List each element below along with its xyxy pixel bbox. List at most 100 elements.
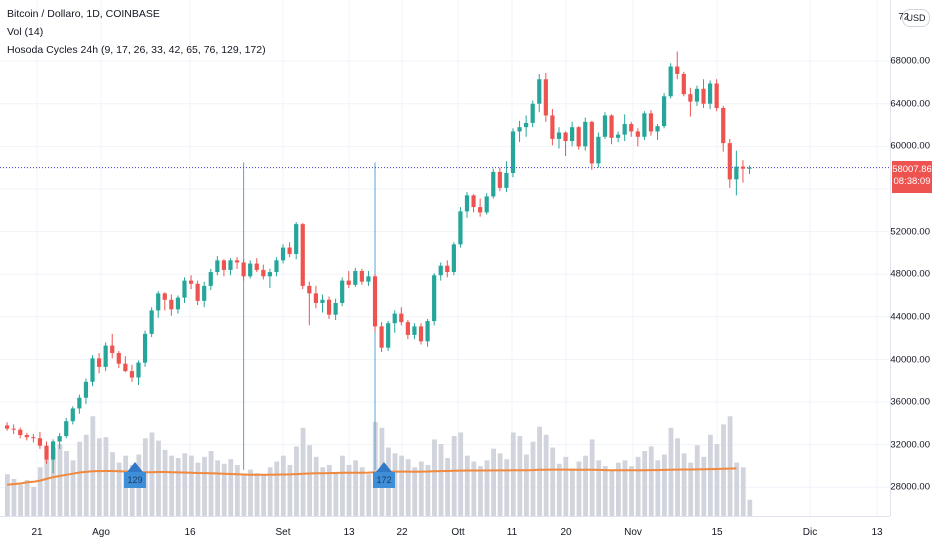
date-label: 22 bbox=[396, 527, 408, 538]
volume-bar bbox=[287, 464, 293, 516]
price-axis[interactable]: USD 72 68000.00 64000.00 60000.00 52000.… bbox=[890, 0, 932, 516]
volume-bar bbox=[484, 460, 490, 516]
time-axis[interactable]: 21 Ago 16 Set 13 22 Ott 11 20 Nov 15 Dic… bbox=[0, 516, 890, 551]
candle-body bbox=[707, 83, 713, 104]
legend-symbol[interactable]: Bitcoin / Dollaro, 1D, COINBASE bbox=[7, 8, 160, 20]
candle-body bbox=[18, 429, 23, 436]
candle-body bbox=[570, 127, 575, 142]
volume-bar bbox=[438, 444, 444, 516]
volume-bar bbox=[563, 456, 569, 516]
currency-button[interactable]: USD bbox=[902, 9, 930, 27]
candle-body bbox=[596, 136, 601, 164]
candle-body bbox=[248, 263, 253, 277]
volume-bar bbox=[425, 464, 431, 516]
chart-pane[interactable]: Bitcoin / Dollaro, 1D, COINBASE Vol (14)… bbox=[0, 0, 890, 516]
legend-hosoda-cycles[interactable]: Hosoda Cycles 24h (9, 17, 26, 33, 42, 65… bbox=[7, 44, 266, 56]
price-label: 68000.00 bbox=[890, 55, 930, 67]
candle-body bbox=[5, 425, 10, 429]
candle-body bbox=[287, 247, 292, 254]
candle-body bbox=[642, 113, 647, 137]
candle-body bbox=[524, 122, 529, 128]
hosoda-cycle-marker-172: 172 bbox=[373, 462, 395, 488]
cycle-marker-label: 172 bbox=[373, 472, 395, 488]
candle-body bbox=[70, 408, 75, 422]
volume-bar bbox=[116, 462, 122, 516]
price-label: 60000.00 bbox=[890, 140, 930, 152]
candle-body bbox=[359, 270, 364, 282]
bar-countdown: 08:38:09 bbox=[893, 176, 931, 187]
candle-body bbox=[366, 276, 371, 282]
candle-body bbox=[379, 326, 384, 348]
volume-bar bbox=[668, 427, 674, 516]
candle-body bbox=[195, 283, 200, 301]
candle-body bbox=[701, 88, 706, 104]
candle-body bbox=[550, 115, 555, 139]
candle-body bbox=[418, 326, 424, 342]
volume-bar bbox=[399, 455, 404, 516]
candle-body bbox=[149, 310, 154, 334]
volume-bar bbox=[392, 453, 398, 516]
volume-bar bbox=[478, 466, 483, 516]
volume-bar bbox=[655, 460, 661, 516]
volume-bar bbox=[215, 460, 221, 516]
volume-bar bbox=[340, 455, 345, 516]
volume-bar bbox=[622, 460, 628, 516]
candle-body bbox=[96, 358, 102, 367]
volume-bar bbox=[570, 468, 575, 516]
chart-canvas[interactable] bbox=[0, 0, 890, 516]
volume-bar bbox=[307, 445, 313, 516]
candle-body bbox=[83, 381, 89, 398]
candle-body bbox=[432, 275, 437, 322]
volume-bar bbox=[188, 455, 194, 516]
candle-body bbox=[353, 270, 358, 285]
volume-bar bbox=[524, 454, 529, 516]
volume-bar bbox=[740, 467, 746, 516]
candle-body bbox=[182, 280, 187, 298]
candle-body bbox=[169, 299, 174, 310]
volume-bar bbox=[149, 432, 155, 516]
volume-bar bbox=[359, 467, 365, 516]
candle-body bbox=[280, 247, 286, 261]
volume-bar bbox=[412, 467, 418, 516]
volume-bar bbox=[90, 416, 96, 516]
volume-bar bbox=[675, 438, 680, 516]
legend-volume[interactable]: Vol (14) bbox=[7, 26, 44, 38]
price-label: 36000.00 bbox=[890, 396, 930, 408]
candle-body bbox=[340, 280, 345, 303]
volume-bar bbox=[694, 445, 700, 516]
volume-bar bbox=[313, 456, 319, 516]
volume-bar bbox=[50, 447, 56, 516]
candle-body bbox=[37, 438, 43, 446]
candle-body bbox=[372, 276, 378, 327]
volume-bar bbox=[228, 459, 234, 516]
candle-body bbox=[412, 326, 417, 335]
candle-body bbox=[471, 195, 476, 208]
volume-bar bbox=[701, 456, 707, 516]
candle-body bbox=[346, 280, 351, 285]
candle-body bbox=[681, 73, 686, 95]
candle-body bbox=[694, 88, 700, 102]
volume-bar bbox=[445, 458, 450, 516]
volume-bar bbox=[202, 456, 207, 516]
volume-bar bbox=[280, 455, 286, 516]
candle-body bbox=[662, 96, 667, 127]
volume-bar bbox=[556, 463, 562, 516]
volume-bar bbox=[346, 464, 352, 516]
volume-bar bbox=[44, 459, 50, 516]
candle-body bbox=[31, 437, 36, 439]
candle-body bbox=[234, 260, 240, 263]
volume-bar bbox=[517, 435, 523, 516]
candle-body bbox=[129, 371, 135, 378]
price-label: 44000.00 bbox=[890, 311, 930, 323]
candle-body bbox=[635, 131, 640, 137]
candle-body bbox=[648, 113, 654, 132]
volume-bar bbox=[70, 460, 76, 516]
candle-body bbox=[274, 260, 279, 273]
volume-bar bbox=[510, 432, 516, 516]
volume-bar bbox=[326, 464, 332, 516]
hosoda-cycle-marker-129: 129 bbox=[124, 462, 146, 488]
candle-body bbox=[609, 115, 614, 138]
date-label: Nov bbox=[624, 527, 642, 538]
candle-body bbox=[576, 127, 581, 147]
volume-bar bbox=[156, 440, 161, 516]
